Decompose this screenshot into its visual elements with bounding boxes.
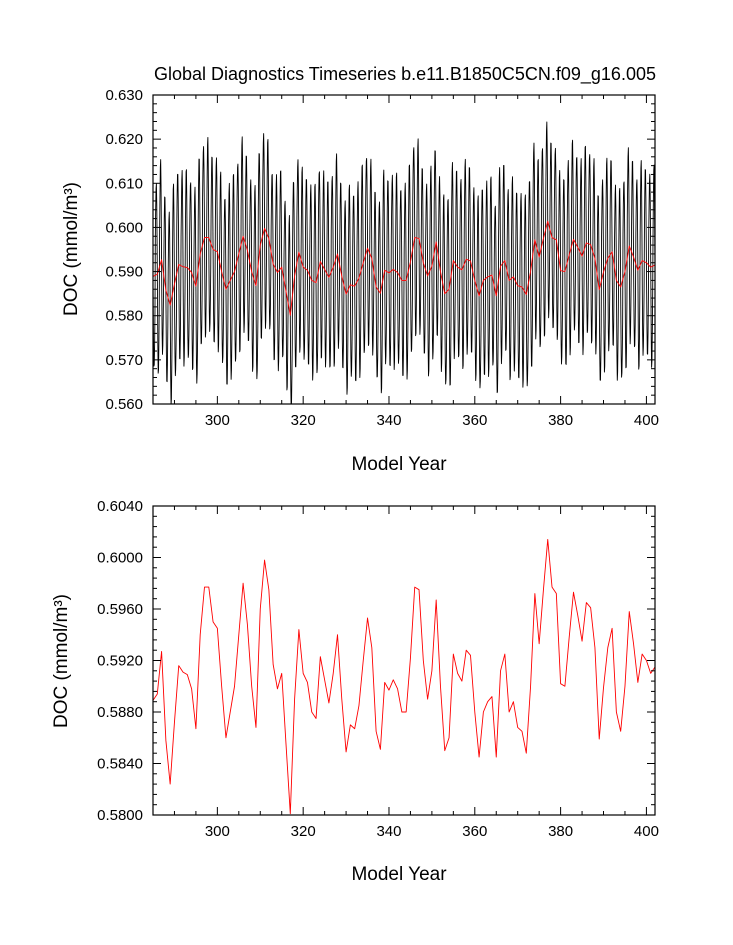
x-tick-label: 360	[462, 412, 487, 429]
plot-area-bottom: 300 320 340 360 380 400 0.5800 0.5840 0.5880 0.59…	[97, 498, 659, 840]
x-axis-label: Model Year	[351, 864, 447, 885]
plot-frame	[152, 505, 656, 816]
x-axis-label: Model Year	[351, 454, 447, 475]
y-axis-label: DOC (mmol/m³)	[51, 594, 72, 728]
series-group	[153, 539, 655, 815]
y-tick-label: 0.600	[105, 219, 143, 236]
plot-frame	[152, 94, 656, 405]
y-tick-label: 0.5960	[97, 601, 143, 618]
series-group	[153, 121, 655, 404]
x-tick-label: 400	[634, 412, 659, 429]
x-tick-label: 300	[205, 412, 230, 429]
y-tick-label: 0.590	[105, 264, 143, 281]
x-tick-label: 400	[634, 823, 659, 840]
x-tick-label: 360	[462, 823, 487, 840]
y-tick-label: 0.5880	[97, 704, 143, 721]
plot-area-top: 300 320 340 360 380 400 0.560 0.570 0.580 0.590 0.…	[105, 87, 658, 429]
series-line-monthly	[153, 121, 655, 404]
x-tick-label: 340	[376, 823, 401, 840]
series-line-annual	[153, 220, 655, 316]
x-tick-label: 300	[205, 823, 230, 840]
x-tick-label: 340	[376, 412, 401, 429]
y-tick-label: 0.570	[105, 352, 143, 369]
y-axis-label: DOC (mmol/m³)	[61, 182, 82, 316]
y-tick-label: 0.6040	[97, 498, 143, 515]
y-tick-label: 0.5840	[97, 756, 143, 773]
y-tick-label: 0.6000	[97, 550, 143, 567]
x-tick-label: 320	[291, 823, 316, 840]
y-tick-label: 0.560	[105, 396, 143, 413]
y-tick-label: 0.610	[105, 175, 143, 192]
y-tick-label: 0.630	[105, 87, 143, 104]
y-tick-label: 0.5800	[97, 807, 143, 824]
y-tick-label: 0.580	[105, 308, 143, 325]
timeseries-panel-monthly: Global Diagnostics Timeseries b.e11.B185…	[61, 64, 659, 475]
series-line-annual	[153, 539, 655, 815]
x-tick-label: 380	[548, 823, 573, 840]
y-tick-label: 0.620	[105, 131, 143, 148]
chart-title: Global Diagnostics Timeseries b.e11.B185…	[154, 64, 656, 85]
timeseries-panel-annual: 300 320 340 360 380 400 0.5800 0.5840 0.5880 0.59…	[51, 498, 659, 885]
x-tick-label: 320	[291, 412, 316, 429]
y-tick-label: 0.5920	[97, 653, 143, 670]
x-tick-label: 380	[548, 412, 573, 429]
